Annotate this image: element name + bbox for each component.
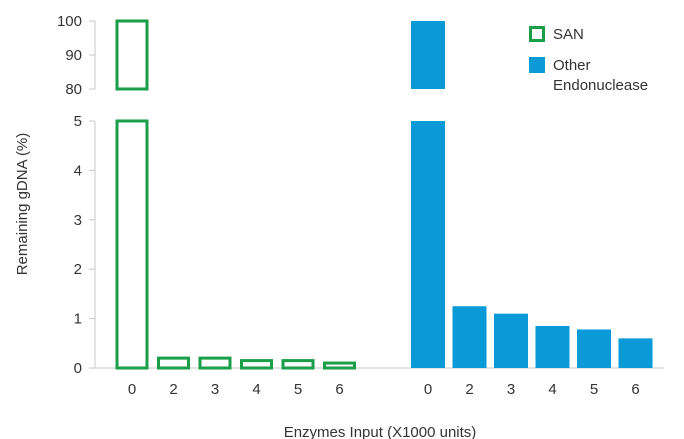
- x-tick-label: 0: [128, 381, 136, 398]
- y-axis-title: Remaining gDNA (%): [14, 133, 31, 276]
- y-tick-label: 4: [74, 162, 82, 179]
- y-tick-label: 0: [74, 360, 82, 377]
- x-tick-label: 6: [631, 381, 639, 398]
- x-tick-label: 3: [507, 381, 515, 398]
- y-tick-label: 2: [74, 261, 82, 278]
- san-bar-4: [240, 359, 273, 370]
- san-bar-6: [323, 361, 356, 370]
- legend-other-endonuclease-label: Other Endonuclease: [553, 57, 648, 94]
- x-tick-label: 0: [424, 381, 432, 398]
- x-tick-label: 4: [548, 381, 556, 398]
- x-axis-title: Enzymes Input (X1000 units): [284, 424, 477, 439]
- other-endonuclease-bar-5: [577, 329, 611, 368]
- x-tick-label: 5: [590, 381, 598, 398]
- san-bar-3: [198, 356, 232, 370]
- x-tick-label: 4: [252, 381, 260, 398]
- y-tick-label: 5: [74, 113, 82, 130]
- san-bar-0-upper: [115, 19, 149, 91]
- x-tick-label: 2: [169, 381, 177, 398]
- other-endonuclease-bar-0-upper: [411, 21, 445, 89]
- legend-san-label: SAN: [553, 26, 584, 43]
- x-tick-label: 2: [465, 381, 473, 398]
- san-bar-5: [281, 359, 315, 370]
- legend-san-swatch: [529, 26, 545, 42]
- legend-other-endonuclease-swatch: [529, 57, 545, 73]
- x-tick-label: 6: [335, 381, 343, 398]
- y-tick-label: 3: [74, 212, 82, 229]
- other-endonuclease-bar-6: [618, 338, 653, 368]
- other-endonuclease-bar-4: [535, 326, 570, 368]
- x-tick-label: 5: [294, 381, 302, 398]
- other-endonuclease-bar-0-lower: [411, 121, 445, 368]
- san-bar-2: [157, 356, 190, 370]
- y-tick-label: 80: [65, 81, 82, 98]
- y-tick-label: 1: [74, 311, 82, 328]
- y-tick-label: 100: [57, 13, 82, 30]
- y-tick-label: 90: [65, 47, 82, 64]
- other-endonuclease-bar-3: [494, 313, 528, 368]
- san-bar-0-lower: [115, 119, 149, 370]
- x-tick-label: 3: [211, 381, 219, 398]
- other-endonuclease-bar-2: [452, 306, 487, 368]
